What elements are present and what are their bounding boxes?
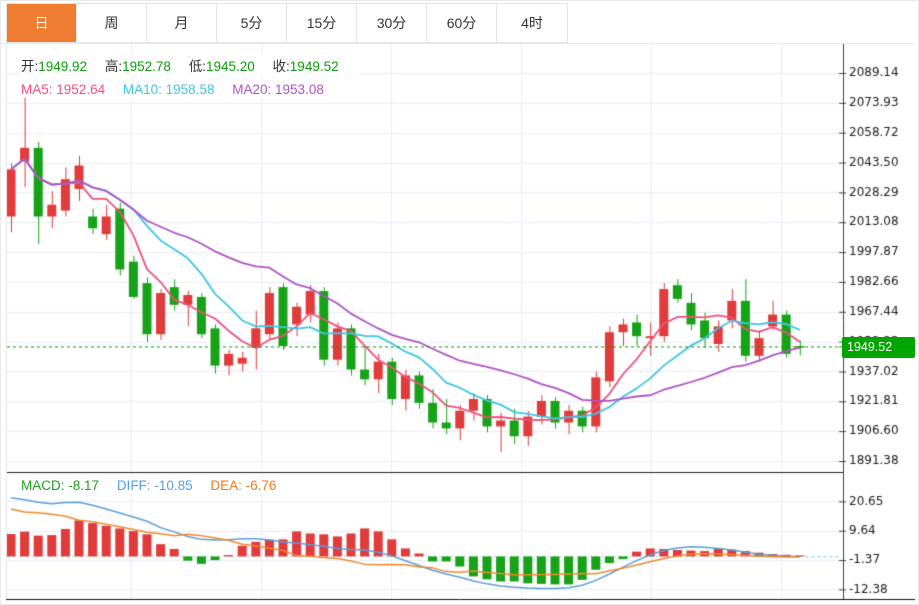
tab-30min[interactable]: 30分 [357, 4, 427, 42]
low-value: 1945.20 [205, 59, 255, 74]
ma-info-row: MA5: 1952.64 MA10: 1958.58 MA20: 1953.08 [21, 81, 344, 98]
ma10-value: 1958.58 [165, 82, 215, 97]
ma5-value: 1952.64 [56, 82, 106, 97]
ma10-label: MA10: [122, 82, 162, 97]
dea-value: -6.76 [245, 478, 277, 493]
open-label: 开: [21, 59, 39, 74]
ma20-label: MA20: [232, 82, 272, 97]
ma5-label: MA5: [21, 82, 53, 97]
diff-label: DIFF: [116, 478, 151, 493]
macd-info-row: MACD: -8.17 DIFF: -10.85 DEA: -6.76 [21, 477, 297, 494]
tab-5min[interactable]: 5分 [217, 4, 287, 42]
macd-label: MACD: [21, 478, 65, 493]
tab-month[interactable]: 月 [147, 4, 217, 42]
tab-15min[interactable]: 15分 [287, 4, 357, 42]
dea-label: DEA: [210, 478, 242, 493]
macd-value: -8.17 [68, 478, 100, 493]
close-value: 1949.52 [289, 59, 339, 74]
high-value: 1952.78 [122, 59, 171, 74]
open-value: 1949.92 [38, 59, 88, 74]
tab-day[interactable]: 日 [7, 4, 77, 42]
tab-week[interactable]: 周 [77, 4, 147, 42]
ohlc-info-row: 开:1949.92 高:1952.78 低:1945.20 收:1949.52 [21, 54, 359, 76]
low-label: 低: [188, 59, 206, 74]
last-price-badge: 1949.52 [842, 337, 915, 358]
timeframe-tabbar: 日 周 月 5分 15分 30分 60分 4时 [6, 3, 568, 43]
close-label: 收: [272, 59, 290, 74]
tab-60min[interactable]: 60分 [427, 4, 497, 42]
high-label: 高: [104, 59, 123, 74]
tab-4hour[interactable]: 4时 [497, 4, 567, 42]
diff-value: -10.85 [154, 478, 193, 493]
ma20-value: 1953.08 [275, 82, 324, 97]
